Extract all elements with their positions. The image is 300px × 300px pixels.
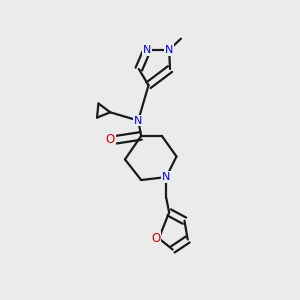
Text: O: O — [106, 133, 115, 146]
Text: N: N — [165, 45, 173, 55]
Text: N: N — [162, 172, 170, 182]
Text: N: N — [143, 45, 151, 55]
Text: N: N — [134, 116, 142, 126]
Text: O: O — [151, 232, 160, 245]
